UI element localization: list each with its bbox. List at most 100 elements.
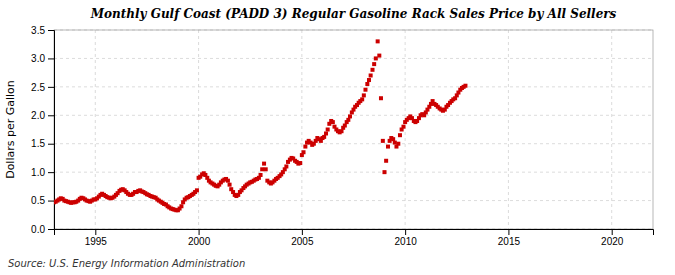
point — [379, 96, 383, 100]
x-tick-mark — [405, 229, 406, 235]
point — [298, 161, 302, 165]
point — [372, 62, 376, 66]
x-tick-mark — [95, 229, 96, 235]
y-tick-mark — [48, 144, 54, 145]
y-tick-mark — [48, 87, 54, 88]
x-tick-mark — [508, 229, 509, 235]
point — [259, 173, 263, 177]
grid-line-x — [198, 30, 199, 229]
y-tick: 1.0 — [31, 167, 54, 178]
x-tick: 2015 — [498, 229, 521, 247]
point — [324, 131, 328, 135]
points — [54, 39, 467, 212]
y-tick-mark — [48, 58, 54, 59]
point — [369, 73, 373, 77]
grid-line-y — [54, 58, 653, 59]
y-tick-mark — [48, 115, 54, 116]
y-tick-label: 2.5 — [31, 82, 45, 93]
point — [262, 162, 266, 166]
point — [284, 164, 288, 168]
x-tick: 2005 — [291, 229, 314, 247]
point — [393, 141, 397, 145]
point — [179, 204, 183, 208]
point — [386, 145, 390, 149]
x-tick-mark — [199, 229, 200, 235]
y-tick-mark — [48, 30, 54, 31]
point — [346, 118, 350, 122]
x-tick-mark — [612, 229, 613, 235]
point — [371, 68, 375, 72]
y-tick: 0.0 — [31, 224, 54, 235]
y-tick-label: 1.5 — [31, 138, 45, 149]
y-tick-label: 3.5 — [31, 25, 45, 36]
point — [365, 82, 369, 86]
point — [381, 139, 385, 143]
grid-line-y — [54, 143, 653, 144]
x-tick: 1995 — [85, 229, 108, 247]
point — [226, 179, 230, 183]
point — [377, 54, 381, 58]
point — [331, 120, 335, 124]
y-axis-line — [48, 31, 55, 230]
grid-line-y — [54, 115, 653, 116]
plot-frame — [54, 30, 653, 229]
grid-line-x — [611, 30, 612, 229]
y-tick-label: 0.0 — [31, 224, 45, 235]
x-tick-label: 1995 — [85, 236, 108, 247]
y-tick: 2.5 — [31, 82, 54, 93]
grid-line-y — [54, 200, 653, 201]
x-tick-label: 2015 — [498, 236, 521, 247]
point — [374, 56, 378, 60]
source-note: Source: U.S. Energy Information Administ… — [8, 258, 245, 269]
point — [463, 84, 467, 88]
point — [401, 125, 405, 129]
y-tick: 3.5 — [31, 25, 54, 36]
point — [384, 159, 388, 163]
point — [396, 142, 400, 146]
grid-line-y — [54, 86, 653, 87]
point — [322, 135, 326, 139]
point — [367, 78, 371, 82]
point — [382, 170, 386, 174]
x-tick-mark — [302, 229, 303, 235]
y-tick-mark — [48, 172, 54, 173]
x-tick: 2000 — [188, 229, 211, 247]
x-tick: 2010 — [395, 229, 418, 247]
point — [264, 167, 268, 171]
y-tick: 2.0 — [31, 110, 54, 121]
grid-line-x — [405, 30, 406, 229]
point — [391, 137, 395, 141]
point — [398, 133, 402, 137]
x-tick-label: 2000 — [188, 236, 211, 247]
point — [228, 183, 232, 187]
y-axis: 0.00.51.01.52.02.53.03.5 — [31, 25, 54, 235]
plot-area: 1995 2000 2005 2010 2015 2020 0.0 0.5 1.0 1.5 2.0 2… — [31, 25, 653, 247]
point — [362, 93, 366, 97]
x-axis: 1995 2000 2005 2010 2015 2020 — [55, 229, 654, 247]
point — [302, 150, 306, 154]
point — [348, 114, 352, 118]
y-tick-label: 1.0 — [31, 167, 45, 178]
y-tick-label: 2.0 — [31, 110, 45, 121]
x-tick-label: 2010 — [395, 236, 418, 247]
grid-line-x — [508, 30, 509, 229]
point — [195, 188, 199, 192]
point — [363, 88, 367, 92]
grid — [54, 30, 653, 229]
point — [340, 129, 344, 133]
grid-line-y — [54, 172, 653, 173]
x-tick: 2020 — [601, 229, 624, 247]
y-tick-mark — [48, 201, 54, 202]
point — [376, 39, 380, 43]
y-tick: 0.5 — [31, 195, 54, 206]
chart: 1995 2000 2005 2010 2015 2020 0.0 0.5 1.0 1.5 2.0 2… — [0, 0, 675, 275]
y-tick-mark — [48, 229, 54, 230]
y-tick-label: 0.5 — [31, 195, 45, 206]
point — [343, 124, 347, 128]
x-tick-label: 2020 — [601, 236, 624, 247]
x-tick-label: 2005 — [291, 236, 314, 247]
grid-line-x — [301, 30, 302, 229]
y-tick: 1.5 — [31, 138, 54, 149]
point — [303, 145, 307, 149]
x-axis-line — [55, 230, 654, 236]
